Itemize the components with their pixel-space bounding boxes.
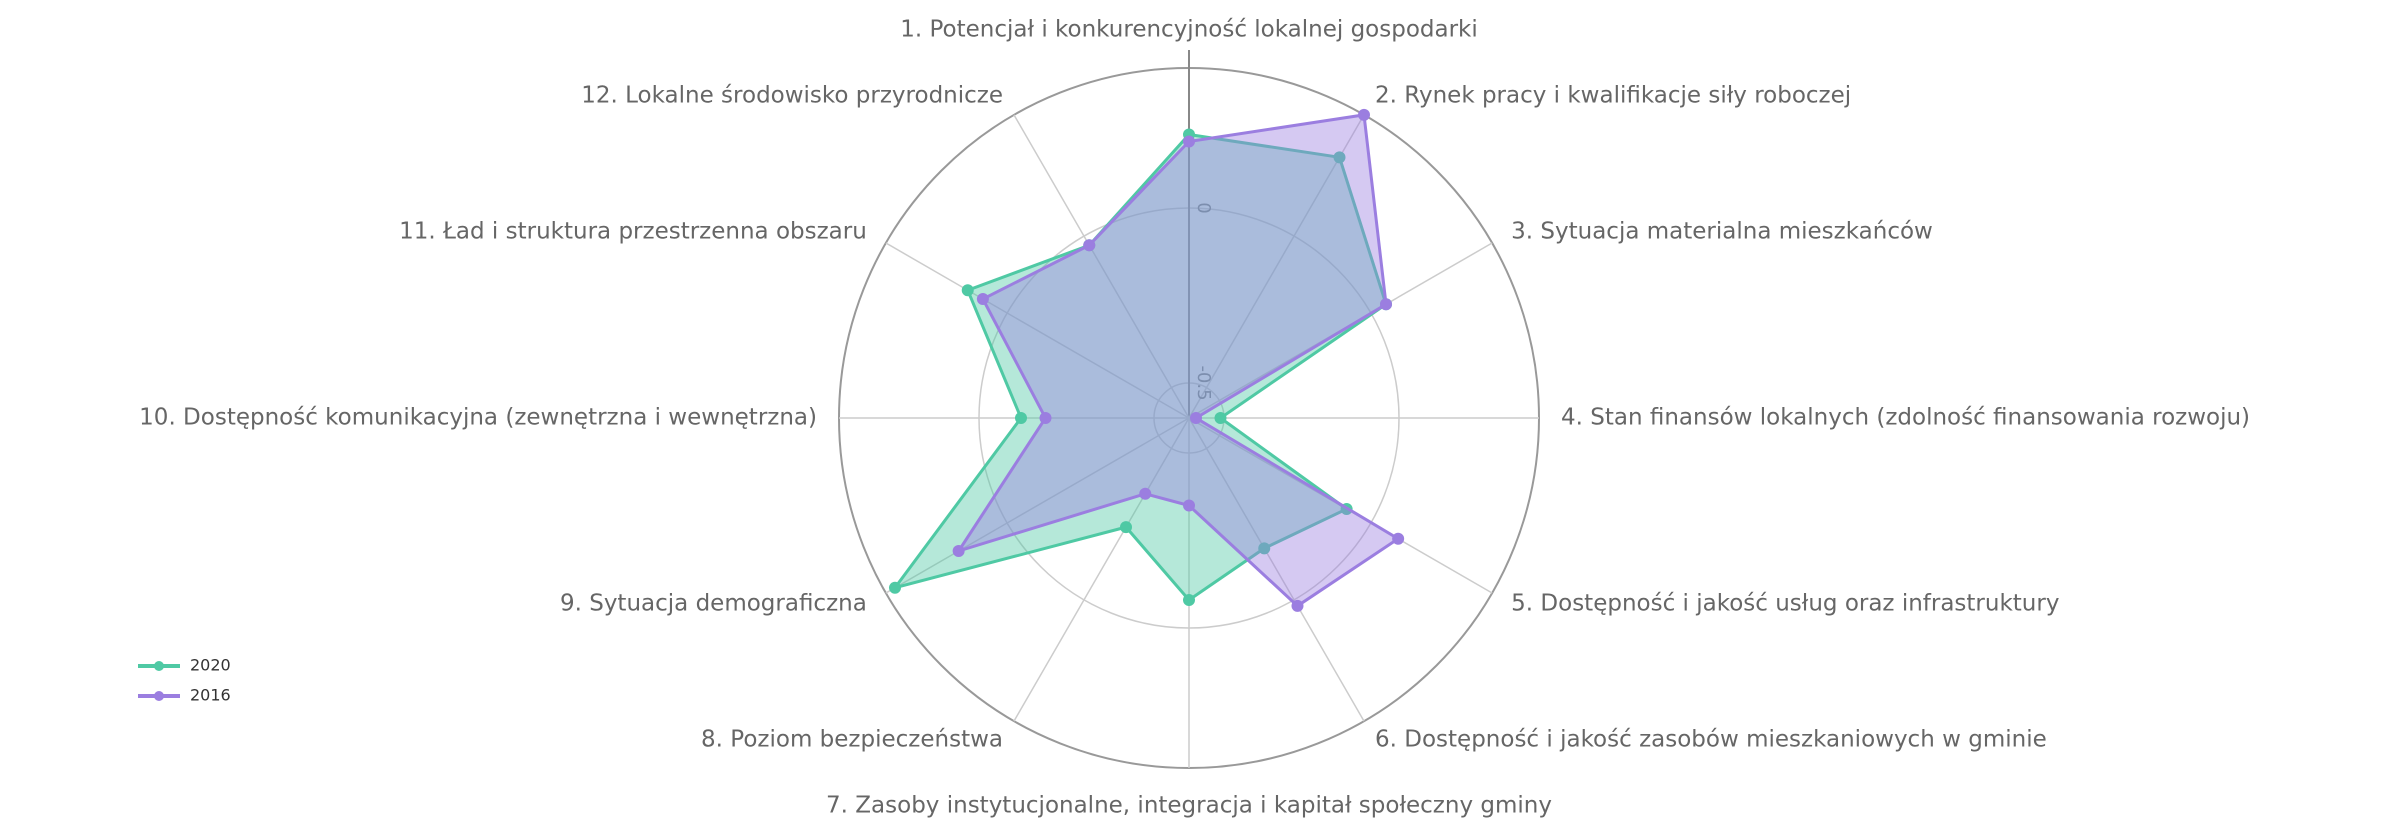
spoke	[1013, 114, 1190, 419]
axis-label: 3. Sytuacja materialna mieszkańców	[1511, 219, 1933, 245]
data-point	[1380, 298, 1393, 311]
spoke	[1013, 417, 1190, 722]
data-point	[1333, 151, 1346, 164]
spoke	[1188, 114, 1365, 419]
data-point	[976, 293, 989, 305]
data-point	[1258, 542, 1271, 555]
data-point	[1083, 239, 1096, 252]
legend-marker	[154, 691, 164, 701]
axis-label: 2. Rynek pracy i kwalifikacje siły roboc…	[1375, 82, 1851, 108]
data-point	[1392, 532, 1405, 545]
spoke	[1188, 417, 1365, 722]
data-point	[1120, 521, 1132, 534]
r-tick-label: 0	[1193, 202, 1214, 213]
data-point	[1183, 135, 1195, 148]
axis-label: 1. Potencjał i konkurencyjność lokalnej …	[900, 17, 1478, 43]
data-point	[1183, 499, 1195, 512]
axis-label: 6. Dostępność i jakość zasobów mieszkani…	[1375, 727, 2047, 753]
data-point	[1291, 599, 1304, 612]
data-point	[1039, 412, 1052, 424]
axis-label: 12. Lokalne środowisko przyrodnicze	[581, 82, 1003, 108]
legend-label: 2016	[190, 686, 231, 705]
axis-label: 7. Zasoby instytucjonalne, integracja i …	[826, 793, 1552, 819]
data-point	[1214, 412, 1227, 424]
data-point	[1183, 594, 1195, 606]
data-point	[888, 581, 901, 594]
axis-label: 4. Stan finansów lokalnych (zdolność fin…	[1561, 405, 2250, 431]
data-point	[961, 284, 974, 297]
spoke	[885, 417, 1190, 594]
data-point	[1358, 108, 1370, 121]
axis-label: 9. Sytuacja demograficzna	[560, 591, 867, 617]
r-tick-label: -0.5	[1193, 365, 1214, 400]
axis-label: 11. Ład i struktura przestrzenna obszaru	[399, 219, 867, 245]
data-point	[1190, 412, 1202, 424]
axis-label: 5. Dostępność i jakość usług oraz infras…	[1511, 591, 2059, 617]
legend-label: 2020	[190, 656, 231, 675]
data-point	[1139, 487, 1152, 500]
data-point	[952, 545, 965, 557]
data-point	[1015, 412, 1027, 424]
axis-label: 10. Dostępność komunikacyjna (zewnętrzna…	[139, 405, 817, 431]
spoke	[885, 242, 1190, 419]
axis-label: 8. Poziom bezpieczeństwa	[701, 727, 1003, 753]
legend-marker	[154, 661, 164, 671]
